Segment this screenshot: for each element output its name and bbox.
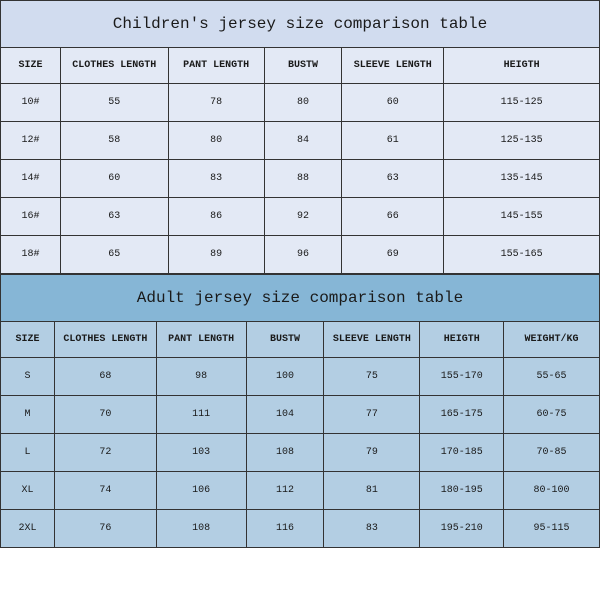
adult-header-row: SIZE CLOTHES LENGTH PANT LENGTH BUSTW SL… xyxy=(1,322,600,358)
children-title-row: Children's jersey size comparison table xyxy=(1,1,600,48)
cell-heigth: 125-135 xyxy=(444,122,600,160)
children-size-table: Children's jersey size comparison table … xyxy=(0,0,600,274)
cell-weight: 70-85 xyxy=(504,434,600,472)
adult-title: Adult jersey size comparison table xyxy=(1,275,600,322)
cell-sleeve: 69 xyxy=(342,236,444,274)
adult-header-weight: WEIGHT/KG xyxy=(504,322,600,358)
cell-clothes: 58 xyxy=(60,122,168,160)
adult-size-table: Adult jersey size comparison table SIZE … xyxy=(0,274,600,548)
cell-size: 18# xyxy=(1,236,61,274)
cell-size: 16# xyxy=(1,198,61,236)
cell-weight: 80-100 xyxy=(504,472,600,510)
table-row: 16# 63 86 92 66 145-155 xyxy=(1,198,600,236)
table-row: L 72 103 108 79 170-185 70-85 xyxy=(1,434,600,472)
cell-sleeve: 60 xyxy=(342,84,444,122)
cell-weight: 60-75 xyxy=(504,396,600,434)
children-header-heigth: HEIGTH xyxy=(444,48,600,84)
cell-weight: 95-115 xyxy=(504,510,600,548)
adult-header-size: SIZE xyxy=(1,322,55,358)
cell-bust: 104 xyxy=(246,396,324,434)
cell-size: XL xyxy=(1,472,55,510)
adult-header-bust: BUSTW xyxy=(246,322,324,358)
children-header-row: SIZE CLOTHES LENGTH PANT LENGTH BUSTW SL… xyxy=(1,48,600,84)
children-title: Children's jersey size comparison table xyxy=(1,1,600,48)
cell-sleeve: 61 xyxy=(342,122,444,160)
cell-heigth: 155-170 xyxy=(420,358,504,396)
cell-heigth: 145-155 xyxy=(444,198,600,236)
cell-sleeve: 75 xyxy=(324,358,420,396)
cell-clothes: 76 xyxy=(54,510,156,548)
cell-pant: 86 xyxy=(168,198,264,236)
cell-clothes: 65 xyxy=(60,236,168,274)
adult-header-sleeve: SLEEVE LENGTH xyxy=(324,322,420,358)
cell-size: M xyxy=(1,396,55,434)
table-row: M 70 111 104 77 165-175 60-75 xyxy=(1,396,600,434)
cell-pant: 98 xyxy=(156,358,246,396)
cell-clothes: 60 xyxy=(60,160,168,198)
table-row: XL 74 106 112 81 180-195 80-100 xyxy=(1,472,600,510)
cell-bust: 100 xyxy=(246,358,324,396)
cell-bust: 84 xyxy=(264,122,342,160)
cell-weight: 55-65 xyxy=(504,358,600,396)
table-row: 14# 60 83 88 63 135-145 xyxy=(1,160,600,198)
cell-sleeve: 77 xyxy=(324,396,420,434)
cell-size: 14# xyxy=(1,160,61,198)
cell-pant: 78 xyxy=(168,84,264,122)
cell-size: 10# xyxy=(1,84,61,122)
cell-size: S xyxy=(1,358,55,396)
cell-sleeve: 63 xyxy=(342,160,444,198)
adult-title-row: Adult jersey size comparison table xyxy=(1,275,600,322)
adult-header-pant: PANT LENGTH xyxy=(156,322,246,358)
cell-pant: 108 xyxy=(156,510,246,548)
cell-heigth: 165-175 xyxy=(420,396,504,434)
cell-heigth: 155-165 xyxy=(444,236,600,274)
table-row: 18# 65 89 96 69 155-165 xyxy=(1,236,600,274)
children-header-sleeve: SLEEVE LENGTH xyxy=(342,48,444,84)
cell-clothes: 63 xyxy=(60,198,168,236)
cell-size: 2XL xyxy=(1,510,55,548)
cell-heigth: 195-210 xyxy=(420,510,504,548)
adult-header-heigth: HEIGTH xyxy=(420,322,504,358)
cell-bust: 80 xyxy=(264,84,342,122)
cell-heigth: 135-145 xyxy=(444,160,600,198)
cell-clothes: 70 xyxy=(54,396,156,434)
cell-bust: 92 xyxy=(264,198,342,236)
table-row: 10# 55 78 80 60 115-125 xyxy=(1,84,600,122)
cell-bust: 88 xyxy=(264,160,342,198)
cell-heigth: 170-185 xyxy=(420,434,504,472)
cell-sleeve: 81 xyxy=(324,472,420,510)
cell-pant: 83 xyxy=(168,160,264,198)
cell-clothes: 68 xyxy=(54,358,156,396)
cell-heigth: 180-195 xyxy=(420,472,504,510)
cell-bust: 116 xyxy=(246,510,324,548)
children-header-pant: PANT LENGTH xyxy=(168,48,264,84)
cell-pant: 89 xyxy=(168,236,264,274)
cell-pant: 106 xyxy=(156,472,246,510)
table-row: S 68 98 100 75 155-170 55-65 xyxy=(1,358,600,396)
cell-clothes: 55 xyxy=(60,84,168,122)
cell-pant: 111 xyxy=(156,396,246,434)
cell-pant: 80 xyxy=(168,122,264,160)
cell-bust: 112 xyxy=(246,472,324,510)
children-header-bust: BUSTW xyxy=(264,48,342,84)
children-header-size: SIZE xyxy=(1,48,61,84)
cell-sleeve: 79 xyxy=(324,434,420,472)
cell-size: 12# xyxy=(1,122,61,160)
children-header-clothes: CLOTHES LENGTH xyxy=(60,48,168,84)
cell-size: L xyxy=(1,434,55,472)
table-row: 2XL 76 108 116 83 195-210 95-115 xyxy=(1,510,600,548)
cell-pant: 103 xyxy=(156,434,246,472)
adult-header-clothes: CLOTHES LENGTH xyxy=(54,322,156,358)
table-row: 12# 58 80 84 61 125-135 xyxy=(1,122,600,160)
cell-sleeve: 66 xyxy=(342,198,444,236)
cell-sleeve: 83 xyxy=(324,510,420,548)
cell-heigth: 115-125 xyxy=(444,84,600,122)
cell-bust: 96 xyxy=(264,236,342,274)
cell-clothes: 72 xyxy=(54,434,156,472)
cell-bust: 108 xyxy=(246,434,324,472)
cell-clothes: 74 xyxy=(54,472,156,510)
